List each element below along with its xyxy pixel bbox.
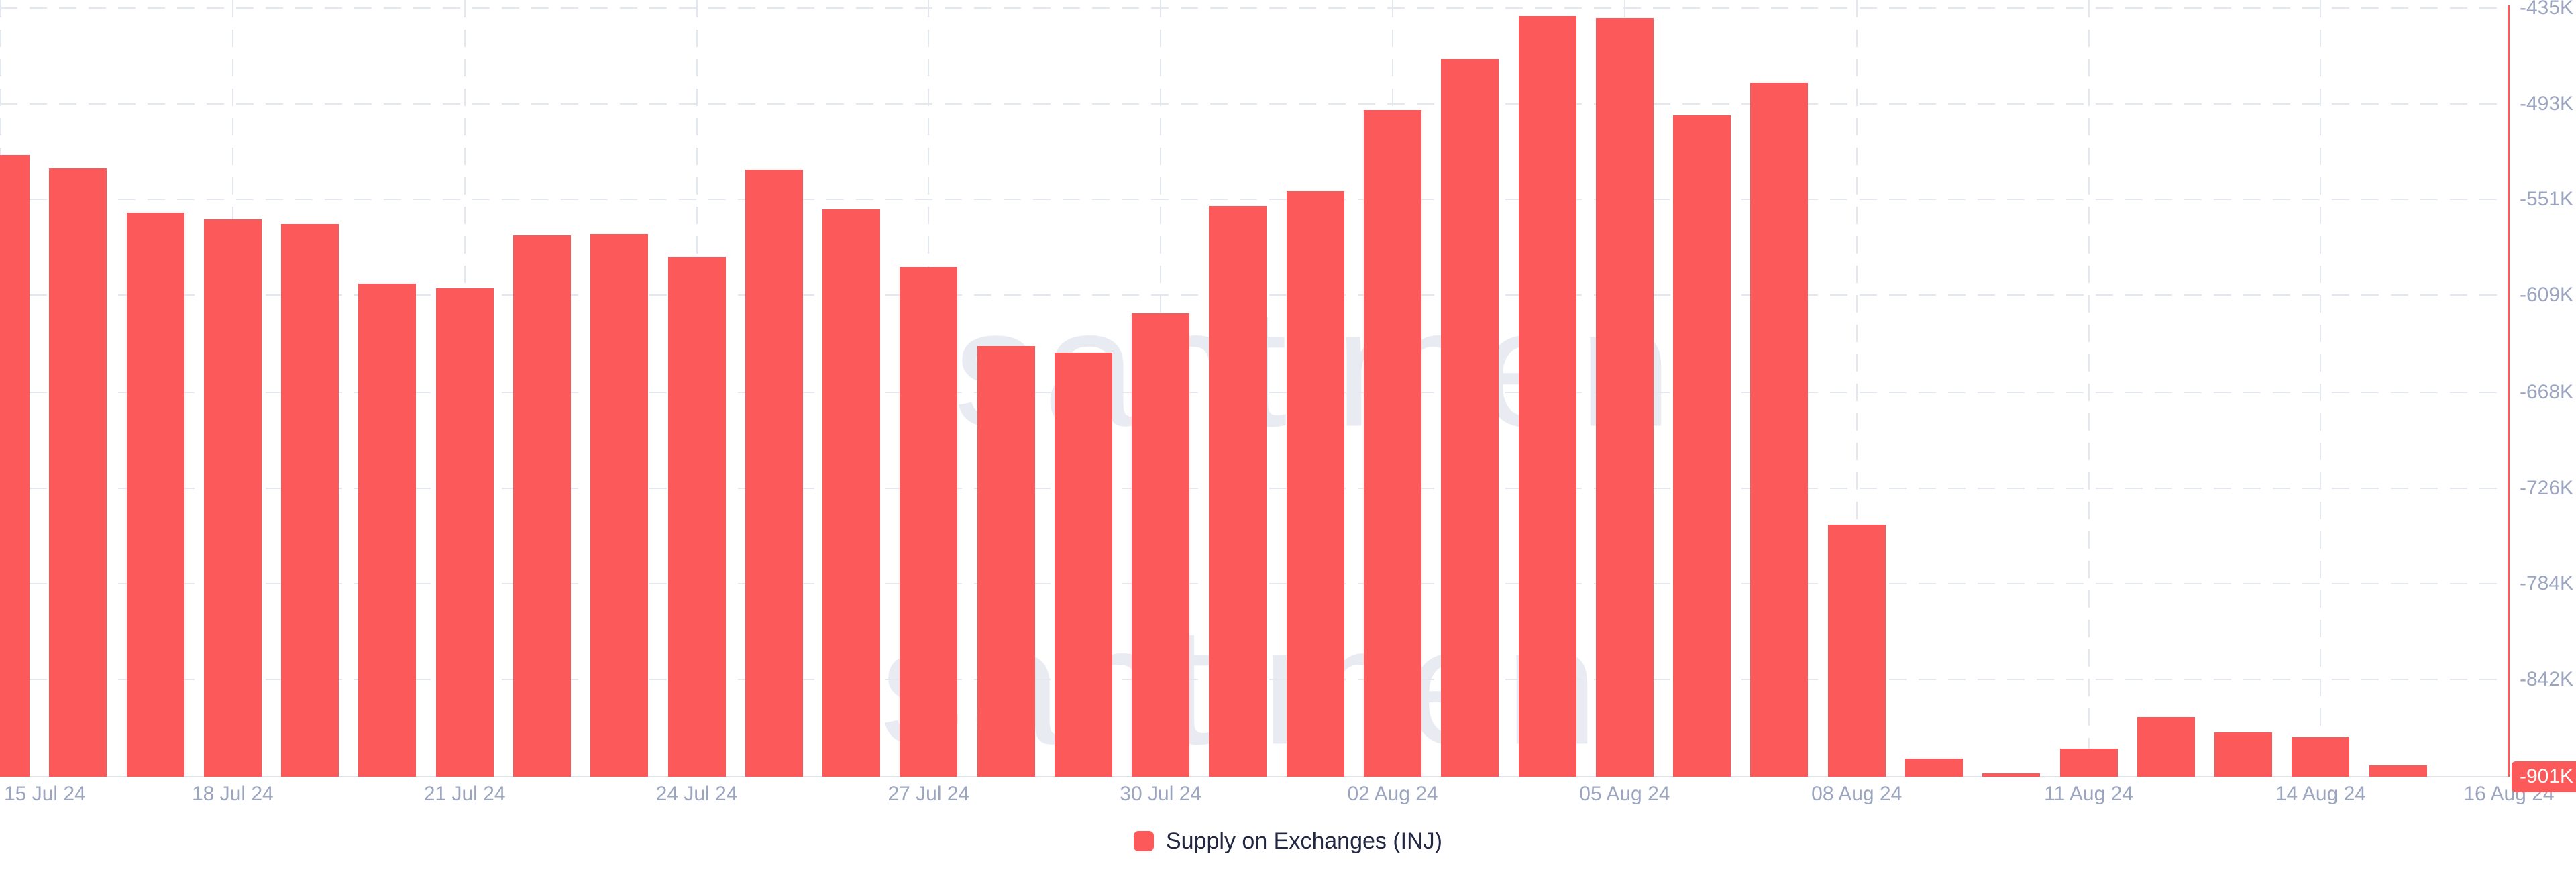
bar-25-jul-24[interactable] (745, 170, 803, 777)
legend-color-swatch (1134, 831, 1154, 851)
x-axis-tick-label: 15 Jul 24 (4, 783, 86, 805)
bar-27-jul-24[interactable] (900, 267, 958, 777)
bar-12-aug-24[interactable] (2137, 717, 2195, 777)
x-axis-tick-label: 14 Aug 24 (2275, 783, 2366, 805)
bar-11-aug-24[interactable] (2059, 749, 2118, 777)
vertical-gridline (2320, 0, 2322, 777)
bar-08-aug-24[interactable] (1827, 524, 1886, 777)
latest-value-badge: -901K (2512, 761, 2576, 792)
x-axis-tick-label: 18 Jul 24 (191, 783, 274, 805)
bar-07-aug-24[interactable] (1750, 82, 1809, 777)
bar-18-jul-24[interactable] (203, 219, 262, 777)
legend-item[interactable]: Supply on Exchanges (INJ) (1134, 828, 1442, 855)
bar-06-aug-24[interactable] (1673, 115, 1731, 777)
bar-01-aug-24[interactable] (1286, 190, 1344, 777)
x-axis-tick-label: 27 Jul 24 (888, 783, 970, 805)
y-axis-tick-label: -435K (2520, 0, 2574, 19)
vertical-gridline (1856, 0, 1858, 777)
bar-13-aug-24[interactable] (2214, 732, 2273, 777)
bar-24-jul-24[interactable] (667, 257, 726, 777)
bar-14-aug-24[interactable] (2292, 737, 2350, 777)
x-axis-tick-label: 30 Jul 24 (1120, 783, 1202, 805)
chart-legend: Supply on Exchanges (INJ) (0, 821, 2576, 861)
bar-03-aug-24[interactable] (1441, 59, 1499, 777)
bar-09-aug-24[interactable] (1905, 758, 1963, 777)
legend-label: Supply on Exchanges (INJ) (1166, 828, 1442, 854)
horizontal-gridline (0, 199, 2509, 201)
x-axis-tick-label: 24 Jul 24 (655, 783, 738, 805)
x-axis-tick-label: 05 Aug 24 (1579, 783, 1670, 805)
bar-23-jul-24[interactable] (590, 233, 649, 777)
x-axis-tick-label: 02 Aug 24 (1347, 783, 1438, 805)
bar-26-jul-24[interactable] (822, 209, 881, 777)
bar-31-jul-24[interactable] (1209, 206, 1267, 777)
y-axis-tick-label: -784K (2520, 572, 2574, 595)
x-axis-tick-label: 11 Aug 24 (2044, 783, 2133, 805)
y-axis-tick-label: -493K (2520, 92, 2574, 115)
bar-19-jul-24[interactable] (281, 224, 339, 777)
bar-15-aug-24[interactable] (2369, 765, 2427, 777)
y-axis-tick-label: -842K (2520, 667, 2574, 690)
bar-15-jul-24[interactable] (0, 154, 30, 777)
y-axis-tick-label: -726K (2520, 476, 2574, 499)
x-axis-tick-label: 08 Aug 24 (1811, 783, 1902, 805)
y-axis-tick-label: -668K (2520, 381, 2574, 403)
horizontal-gridline (0, 7, 2509, 9)
bar-21-jul-24[interactable] (435, 288, 494, 777)
bar-04-aug-24[interactable] (1518, 16, 1576, 777)
bar-30-jul-24[interactable] (1132, 313, 1190, 777)
bar-16-jul-24[interactable] (49, 168, 107, 777)
y-axis-tick-label: -551K (2520, 188, 2574, 211)
bar-29-jul-24[interactable] (1054, 352, 1112, 777)
y-axis-tick-label: -609K (2520, 283, 2574, 306)
horizontal-gridline (0, 103, 2509, 105)
bar-22-jul-24[interactable] (513, 235, 571, 777)
bar-10-aug-24[interactable] (1982, 773, 2041, 777)
bar-02-aug-24[interactable] (1364, 110, 1422, 777)
y-axis-line (2508, 5, 2510, 777)
plot-area[interactable]: santiment santiment (0, 0, 2509, 777)
bar-17-jul-24[interactable] (126, 212, 184, 777)
x-axis-tick-label: 21 Jul 24 (423, 783, 506, 805)
vertical-gridline (2088, 0, 2090, 777)
bar-05-aug-24[interactable] (1595, 17, 1654, 777)
bar-20-jul-24[interactable] (358, 283, 417, 777)
bar-28-jul-24[interactable] (977, 346, 1035, 777)
